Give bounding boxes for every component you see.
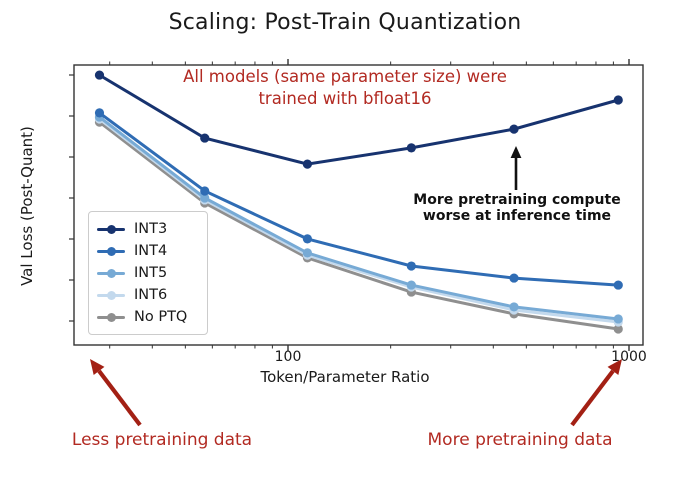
legend-item-No-PTQ: No PTQ bbox=[97, 306, 197, 328]
series-marker-INT3 bbox=[613, 95, 623, 105]
legend-label: INT3 bbox=[134, 221, 168, 237]
annotation-less-pretraining: Less pretraining data bbox=[71, 430, 253, 450]
series-marker-INT5 bbox=[406, 280, 416, 290]
legend-label: No PTQ bbox=[134, 309, 188, 325]
series-marker-INT5 bbox=[509, 302, 519, 312]
series-marker-No-PTQ bbox=[613, 324, 623, 334]
legend-item-INT6: INT6 bbox=[97, 284, 197, 306]
legend-swatch-icon bbox=[97, 246, 125, 256]
legend-label: INT5 bbox=[134, 265, 168, 281]
series-marker-INT4 bbox=[509, 273, 519, 283]
x-axis-label: Token/Parameter Ratio bbox=[260, 368, 430, 386]
series-marker-INT4 bbox=[613, 280, 623, 290]
series-marker-INT3 bbox=[94, 70, 105, 80]
series-marker-INT4 bbox=[94, 108, 105, 118]
legend-item-INT5: INT5 bbox=[97, 262, 197, 284]
series-line-INT5 bbox=[98, 115, 620, 321]
series-line-INT3 bbox=[98, 73, 620, 166]
red-arrow-left-shaft bbox=[97, 369, 142, 427]
annotation-bfloat16-line2: trained with bfloat16 bbox=[258, 89, 432, 109]
black-arrow-head bbox=[510, 146, 522, 158]
legend-item-INT4: INT4 bbox=[97, 240, 197, 262]
series-marker-INT5 bbox=[613, 314, 623, 324]
annotation-more-pretraining: More pretraining data bbox=[427, 430, 613, 450]
series-line-INT4 bbox=[98, 111, 620, 287]
series-marker-INT3 bbox=[406, 143, 416, 153]
series-line-No-PTQ bbox=[98, 120, 620, 331]
legend-label: INT4 bbox=[134, 243, 168, 259]
annotation-more-compute-line1: More pretraining compute bbox=[413, 192, 621, 208]
series-marker-INT4 bbox=[302, 234, 313, 244]
x-tick-label-100: 100 bbox=[274, 349, 302, 365]
series-line-INT6 bbox=[98, 117, 620, 324]
annotation-bfloat16-line1: All models (same parameter size) were bbox=[183, 67, 507, 86]
legend-swatch-icon bbox=[97, 290, 125, 300]
series-marker-INT3 bbox=[200, 133, 210, 143]
red-arrow-left-head bbox=[90, 359, 105, 376]
series-marker-INT5 bbox=[200, 193, 210, 203]
series-marker-INT4 bbox=[200, 186, 210, 196]
legend: INT3 INT4 INT5 INT6 No PTQ bbox=[88, 211, 208, 335]
legend-label: INT6 bbox=[134, 287, 168, 303]
legend-swatch-icon bbox=[97, 224, 125, 234]
chart-title: Scaling: Post-Train Quantization bbox=[168, 10, 522, 35]
legend-item-INT3: INT3 bbox=[97, 218, 197, 240]
x-tick-label-1000: 1000 bbox=[611, 349, 647, 365]
annotation-more-compute-line2: worse at inference time bbox=[422, 208, 612, 225]
y-axis-label: Val Loss (Post-Quant) bbox=[18, 126, 36, 286]
series-marker-INT3 bbox=[509, 124, 519, 134]
series-marker-INT5 bbox=[302, 248, 313, 258]
series-marker-INT3 bbox=[302, 159, 313, 169]
red-arrow-right-shaft bbox=[570, 369, 615, 427]
legend-swatch-icon bbox=[97, 312, 125, 322]
legend-swatch-icon bbox=[97, 268, 125, 278]
annotation-bfloat16: All models (same parameter size) were tr… bbox=[160, 66, 530, 111]
series-marker-INT4 bbox=[406, 261, 416, 271]
red-arrow-right-head bbox=[607, 359, 622, 376]
annotation-more-compute: More pretraining compute worse at infere… bbox=[392, 192, 642, 224]
axes-frame bbox=[73, 64, 644, 346]
